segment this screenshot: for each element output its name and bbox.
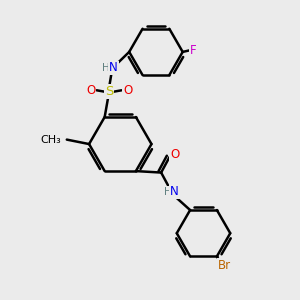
Text: O: O (123, 84, 132, 97)
Text: CH₃: CH₃ (40, 135, 61, 145)
Text: Br: Br (218, 260, 231, 272)
Text: N: N (109, 61, 118, 74)
Text: H: H (164, 187, 172, 196)
Text: O: O (86, 84, 95, 97)
Text: S: S (105, 85, 113, 98)
Text: N: N (170, 185, 179, 198)
Text: H: H (102, 63, 110, 73)
Text: O: O (170, 148, 179, 161)
Text: F: F (190, 44, 196, 57)
